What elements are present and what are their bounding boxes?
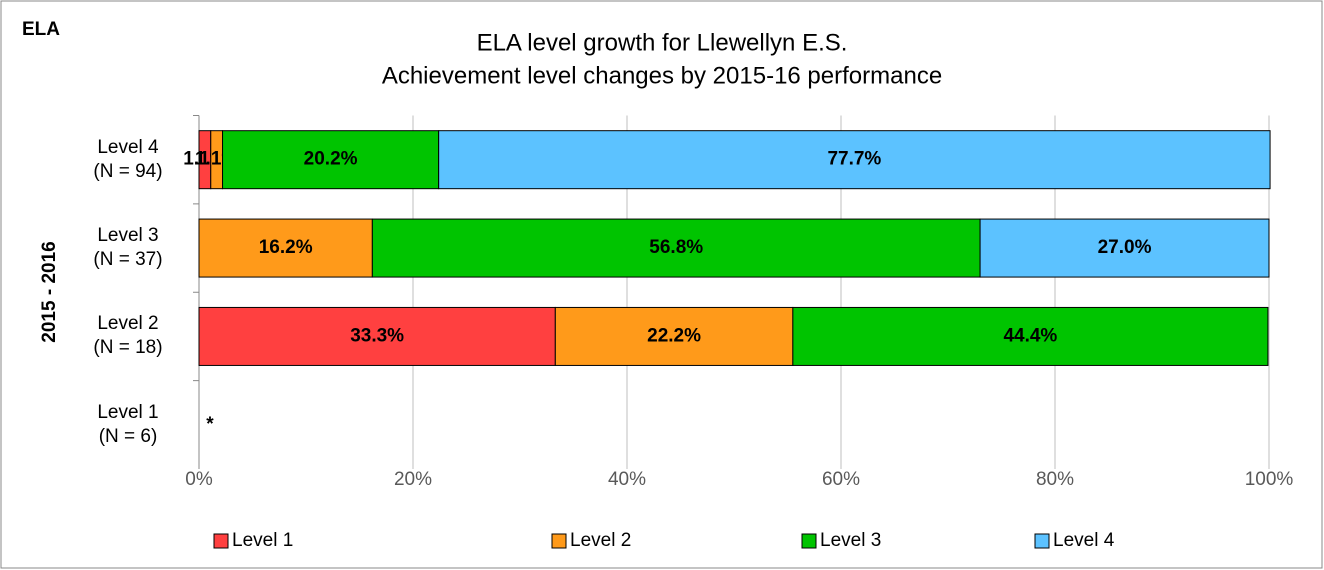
- value-label: 22.2%: [647, 325, 701, 346]
- x-tick-label: 100%: [1245, 469, 1294, 490]
- y-tick-label: Level 4 (N = 94): [93, 136, 163, 182]
- x-tick-label: 20%: [394, 469, 432, 490]
- bar-segment: [198, 306, 556, 366]
- legend-label: Level 2: [570, 530, 631, 551]
- bar-segment: [222, 130, 440, 190]
- legend-label: Level 1: [232, 530, 293, 551]
- chart-title: ELA level growth for Llewellyn E.S.: [477, 29, 848, 56]
- legend-label: Level 3: [820, 530, 881, 551]
- x-tick-label: 60%: [822, 469, 860, 490]
- value-label: 16.2%: [259, 237, 313, 258]
- value-label: 20.2%: [304, 149, 358, 170]
- x-tick-label: 0%: [185, 469, 213, 490]
- value-label: 44.4%: [1003, 325, 1057, 346]
- value-label: 77.7%: [827, 149, 881, 170]
- legend-swatch: [801, 533, 817, 549]
- chart-subtitle: Achievement level changes by 2015-16 per…: [382, 62, 942, 89]
- legend-label: Level 4: [1053, 530, 1115, 551]
- value-label: 33.3%: [350, 325, 404, 346]
- legend-swatch: [213, 533, 229, 549]
- value-label: 56.8%: [649, 237, 703, 258]
- annotation: *: [206, 414, 214, 435]
- corner-label: ELA: [22, 19, 60, 40]
- y-tick-label: Level 1 (N = 6): [97, 401, 159, 447]
- y-tick-label: Level 3 (N = 37): [93, 225, 163, 271]
- x-tick-label: 80%: [1036, 469, 1074, 490]
- y-axis-label: 2015 - 2016: [39, 241, 60, 342]
- legend-swatch: [1034, 533, 1050, 549]
- value-label: 27.0%: [1098, 237, 1152, 258]
- bar-segment: [979, 218, 1270, 278]
- y-tick-label: Level 2 (N = 18): [93, 313, 163, 359]
- x-tick-label: 40%: [608, 469, 646, 490]
- legend-swatch: [551, 533, 567, 549]
- bar-segment: [198, 218, 373, 278]
- bar-segment: [792, 306, 1269, 366]
- bar-segment: [438, 130, 1271, 190]
